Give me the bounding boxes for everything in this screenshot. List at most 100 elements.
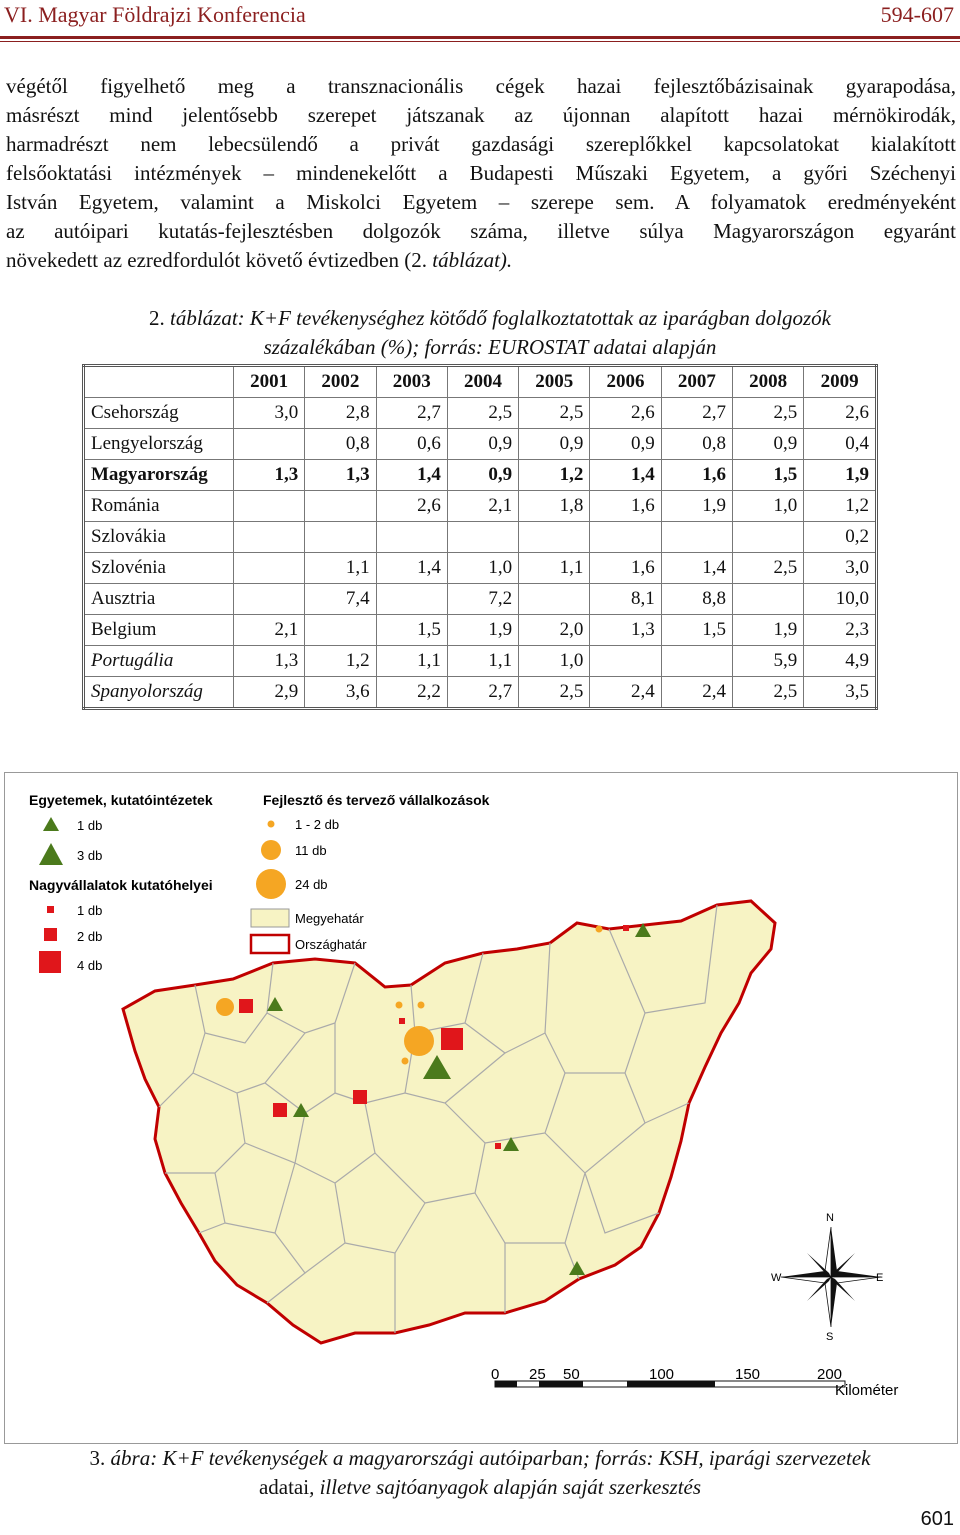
table-row: Lengyelország 0,8 0,6 0,9 0,9 0,9 0,8 0,9 0,4	[83, 428, 877, 460]
conference-title: VI. Magyar Földrajzi Konferencia	[4, 2, 306, 27]
value-cell: 0,9	[731, 428, 805, 460]
value-cell: 0,9	[518, 428, 591, 460]
header-rule-thin	[0, 41, 960, 42]
value-cell: 1,6	[589, 552, 662, 584]
value-cell: 1,0	[731, 490, 805, 522]
scale-tick: 25	[529, 1366, 546, 1383]
legend-circle-small-icon	[267, 820, 275, 828]
value-cell: 0,9	[589, 428, 662, 460]
value-cell: 3,5	[803, 676, 877, 709]
compass-w: W	[771, 1272, 782, 1284]
value-cell: 2,2	[375, 676, 448, 709]
value-cell: 2,5	[731, 397, 805, 429]
scale-bar	[494, 1380, 846, 1388]
scale-tick: 0	[491, 1366, 499, 1383]
marker-dev-circle	[417, 1001, 425, 1009]
marker-dev-circle	[595, 925, 603, 933]
value-cell: 1,5	[375, 614, 448, 646]
legend-square-medium-icon	[44, 928, 57, 941]
year-header: 2004	[446, 365, 520, 398]
value-cell	[731, 521, 805, 553]
value-cell	[731, 583, 805, 615]
table-caption-number: 2.	[149, 306, 170, 330]
value-cell	[232, 521, 306, 553]
value-cell: 0,8	[304, 428, 377, 460]
hungary-outline	[121, 899, 777, 1345]
value-cell: 1,4	[375, 552, 448, 584]
value-cell: 1,3	[304, 459, 377, 491]
value-cell: 1,2	[304, 645, 377, 677]
paragraph-line: harmadrészt nem lebecsülendő a privát ga…	[6, 132, 956, 156]
marker-univ-triangle-large	[423, 1055, 451, 1079]
value-cell	[518, 521, 591, 553]
legend-dev-1: 1 - 2 db	[295, 817, 339, 832]
table-row: Románia 2,6 2,1 1,8 1,6 1,9 1,0 1,2	[83, 490, 877, 522]
header-rule	[0, 36, 960, 39]
marker-univ-triangle	[293, 1103, 309, 1117]
value-cell	[232, 552, 306, 584]
value-cell: 1,1	[446, 645, 520, 677]
compass-n: N	[826, 1212, 834, 1224]
marker-company-square	[353, 1090, 367, 1104]
value-cell: 1,3	[589, 614, 662, 646]
legend-large-1: 1 db	[77, 903, 102, 918]
value-cell: 2,6	[803, 397, 877, 429]
marker-univ-triangle	[635, 923, 651, 937]
country-name-cell: Lengyelország	[83, 428, 234, 460]
figure-caption-number: 3.	[89, 1446, 111, 1470]
scale-tick: 200	[817, 1366, 842, 1383]
paragraph-line: István Egyetem, valamint a Miskolci Egye…	[6, 190, 956, 214]
table-corner-cell	[83, 365, 234, 398]
map-figure: Egyetemek, kutatóintézetek 1 db 3 db Nag…	[4, 772, 958, 1444]
marker-univ-triangle	[267, 997, 283, 1011]
marker-company-square	[399, 1018, 405, 1024]
country-name-cell: Csehország	[83, 397, 234, 429]
table-caption-line2: százalékában (%); forrás: EUROSTAT adata…	[263, 335, 717, 359]
value-cell: 2,6	[589, 397, 662, 429]
year-header: 2001	[232, 365, 306, 398]
figure-caption-line1: ábra: K+F tevékenységek a magyarországi …	[110, 1446, 871, 1470]
value-cell: 0,4	[803, 428, 877, 460]
value-cell: 1,9	[660, 490, 733, 522]
value-cell	[375, 583, 448, 615]
legend-dev-title: Fejlesztő és tervező vállalkozások	[263, 792, 490, 808]
value-cell	[232, 490, 306, 522]
value-cell: 3,6	[304, 676, 377, 709]
marker-company-square	[239, 999, 253, 1013]
table-header-row: 2001 2002 2003 2004 2005 2006 2007 2008 …	[83, 365, 877, 398]
marker-dev-circle-large	[404, 1026, 434, 1056]
value-cell: 1,9	[446, 614, 520, 646]
marker-univ-triangle	[503, 1137, 519, 1151]
value-cell: 2,3	[803, 614, 877, 646]
paragraph-last-line: növekedett az ezredfordulót követő évtiz…	[6, 246, 956, 275]
value-cell: 2,1	[446, 490, 520, 522]
figure-caption-line2a: adatai	[258, 1475, 310, 1499]
legend-large-title: Nagyvállalatok kutatóhelyei	[29, 877, 213, 893]
year-header: 2008	[731, 365, 805, 398]
legend-large-4: 4 db	[77, 958, 102, 973]
scale-tick: 50	[563, 1366, 580, 1383]
value-cell: 0,9	[446, 459, 520, 491]
table-row: Belgium 2,1 1,5 1,9 2,0 1,3 1,5 1,9 2,3	[83, 614, 877, 646]
value-cell	[589, 645, 662, 677]
legend-triangle-small-icon	[43, 817, 59, 831]
value-cell: 7,4	[304, 583, 377, 615]
marker-dev-circle	[216, 998, 234, 1016]
legend-circle-large-icon	[256, 869, 286, 899]
value-cell	[446, 521, 520, 553]
value-cell	[304, 490, 377, 522]
marker-dev-circle	[395, 1001, 403, 1009]
value-cell: 0,6	[375, 428, 448, 460]
country-name-cell: Portugália	[83, 645, 234, 677]
legend-country-swatch	[249, 933, 291, 955]
body-paragraph: végétől figyelhető meg a transznacionáli…	[6, 72, 956, 275]
country-name-cell: Belgium	[83, 614, 234, 646]
marker-company-square	[273, 1103, 287, 1117]
paragraph-table-ref: táblázat).	[432, 248, 513, 272]
table-row: Szlovákia 0,2	[83, 521, 877, 553]
country-name-cell: Magyarország	[83, 459, 234, 491]
marker-dev-circle	[401, 1057, 409, 1065]
value-cell: 1,4	[660, 552, 733, 584]
paragraph-last-text: növekedett az ezredfordulót követő évtiz…	[6, 248, 433, 272]
value-cell	[375, 521, 448, 553]
